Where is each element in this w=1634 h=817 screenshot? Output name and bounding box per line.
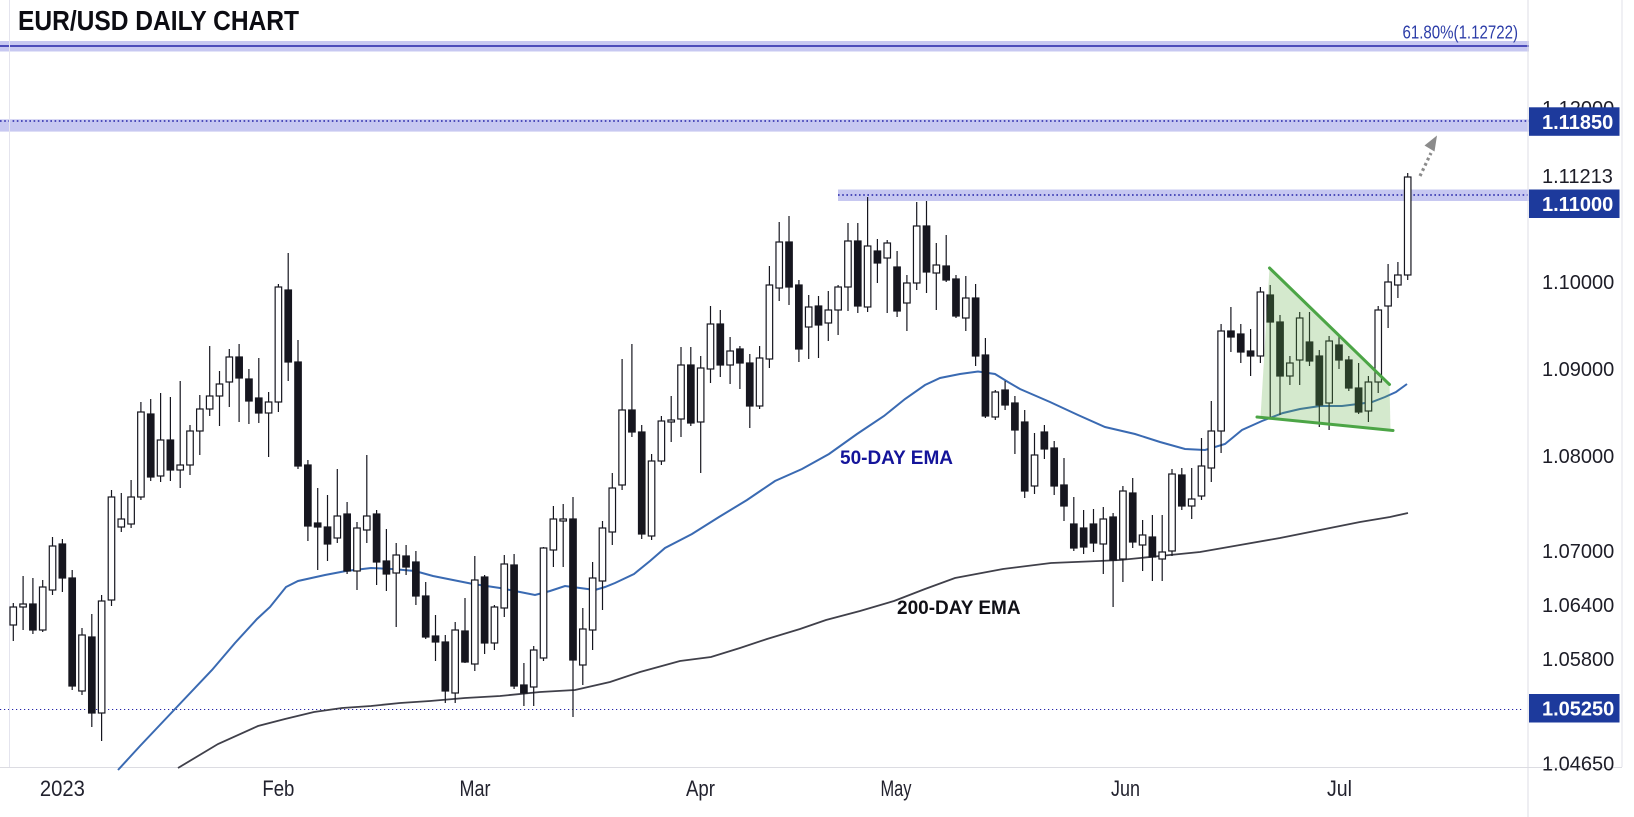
svg-text:50-DAY EMA: 50-DAY EMA: [840, 448, 953, 469]
svg-text:1.11850: 1.11850: [1542, 112, 1613, 134]
svg-text:Feb: Feb: [262, 776, 294, 801]
svg-text:1.04650: 1.04650: [1542, 754, 1614, 776]
svg-text:Jun: Jun: [1111, 776, 1140, 801]
svg-text:Mar: Mar: [460, 776, 491, 801]
svg-text:1.10000: 1.10000: [1542, 272, 1614, 294]
svg-text:1.06400: 1.06400: [1542, 595, 1614, 617]
svg-text:May: May: [881, 776, 913, 801]
svg-text:1.11213: 1.11213: [1542, 166, 1613, 188]
svg-text:1.07000: 1.07000: [1542, 541, 1614, 563]
svg-text:1.11000: 1.11000: [1542, 194, 1613, 216]
svg-text:2023: 2023: [40, 776, 85, 801]
svg-text:1.05250: 1.05250: [1542, 699, 1614, 721]
svg-text:EUR/USD DAILY CHART: EUR/USD DAILY CHART: [18, 5, 299, 36]
svg-text:1.08000: 1.08000: [1542, 446, 1614, 468]
svg-text:200-DAY EMA: 200-DAY EMA: [897, 598, 1021, 619]
svg-text:1.05800: 1.05800: [1542, 649, 1614, 671]
svg-text:Apr: Apr: [686, 776, 715, 801]
svg-text:61.80%(1.12722): 61.80%(1.12722): [1403, 22, 1519, 43]
svg-text:1.09000: 1.09000: [1542, 359, 1614, 381]
svg-text:Jul: Jul: [1327, 776, 1352, 801]
